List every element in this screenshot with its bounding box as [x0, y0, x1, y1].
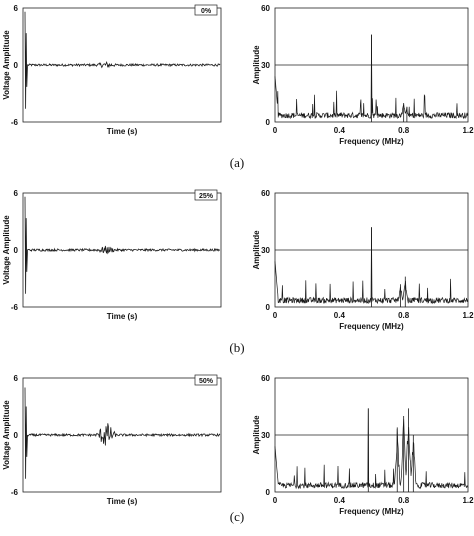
x-axis-label: Frequency (MHz) — [339, 507, 404, 516]
panel-label: (c) — [230, 509, 244, 524]
plot-frame — [22, 7, 222, 123]
y-axis-label: Amplitude — [252, 415, 261, 455]
y-tick-label: 6 — [14, 4, 19, 13]
x-tick-label: 0.4 — [334, 126, 346, 135]
y-axis-label: Amplitude — [252, 45, 261, 85]
y-axis-label: Voltage Amplitude — [2, 30, 11, 100]
x-tick-label: 0 — [273, 311, 278, 320]
x-tick-label: 1.2 — [462, 496, 474, 505]
panel-label: (b) — [229, 340, 244, 355]
x-axis-label: Frequency (MHz) — [339, 322, 404, 331]
panel-label: (a) — [230, 155, 244, 170]
x-tick-label: 0.8 — [398, 311, 410, 320]
y-tick-label: 0 — [14, 431, 19, 440]
voltage-series-line — [24, 387, 221, 479]
y-tick-label: 0 — [266, 303, 271, 312]
y-tick-label: 30 — [261, 246, 270, 255]
y-tick-label: 0 — [266, 118, 271, 127]
plot-frame — [22, 192, 222, 308]
y-tick-label: 0 — [14, 246, 19, 255]
y-tick-label: -6 — [11, 488, 19, 497]
y-tick-label: 60 — [261, 374, 270, 383]
condition-badge — [194, 4, 218, 16]
time-chart: 6 0 -6 Voltage Amplitude Time (s) 0% — [2, 4, 222, 136]
x-tick-label: 0.4 — [334, 496, 346, 505]
condition-badge-label: 0% — [201, 8, 212, 15]
x-tick-label: 0.4 — [334, 311, 346, 320]
time-chart: 6 0 -6 Voltage Amplitude Time (s) 25% — [2, 189, 222, 321]
frequency-chart: 60 30 00 0.4 0.8 1.2 Amplitude Frequency (MHz) — [252, 4, 474, 146]
y-tick-label: 30 — [261, 431, 270, 440]
y-tick-label: 6 — [14, 189, 19, 198]
y-tick-label: 60 — [261, 189, 270, 198]
x-tick-label: 0.8 — [398, 496, 410, 505]
y-tick-label: -6 — [11, 118, 19, 127]
x-tick-label: 1.2 — [462, 126, 474, 135]
y-tick-label: 6 — [14, 374, 19, 383]
condition-badge-label: 50% — [199, 378, 214, 385]
time-chart: 6 0 -6 Voltage Amplitude Time (s) 50% — [2, 374, 222, 506]
x-axis-label: Frequency (MHz) — [339, 137, 404, 146]
plot-frame — [22, 377, 222, 493]
x-tick-label: 0.8 — [398, 126, 410, 135]
x-axis-label: Time (s) — [107, 497, 138, 506]
y-tick-label: 30 — [261, 61, 270, 70]
x-tick-label: 0 — [273, 126, 278, 135]
condition-badge — [194, 374, 218, 386]
y-axis-label: Voltage Amplitude — [2, 215, 11, 285]
voltage-series-line — [24, 196, 221, 294]
y-tick-label: -6 — [11, 303, 19, 312]
x-axis-label: Time (s) — [107, 127, 138, 136]
y-tick-label: 0 — [266, 488, 271, 497]
y-tick-label: 0 — [14, 61, 19, 70]
frequency-chart: 60 30 00 0.4 0.8 1.2 Amplitude Frequency (MHz) — [252, 189, 474, 331]
condition-badge-label: 25% — [199, 193, 214, 200]
spectrum-series-line — [274, 408, 469, 490]
y-axis-label: Voltage Amplitude — [2, 400, 11, 470]
y-axis-label: Amplitude — [252, 230, 261, 270]
x-tick-label: 0 — [273, 496, 278, 505]
frequency-chart: 60 30 00 0.4 0.8 1.2 Amplitude Frequency (MHz) — [252, 374, 474, 516]
condition-badge — [194, 189, 218, 201]
x-tick-label: 1.2 — [462, 311, 474, 320]
voltage-series-line — [24, 11, 221, 109]
y-tick-label: 60 — [261, 4, 270, 13]
x-axis-label: Time (s) — [107, 312, 138, 321]
